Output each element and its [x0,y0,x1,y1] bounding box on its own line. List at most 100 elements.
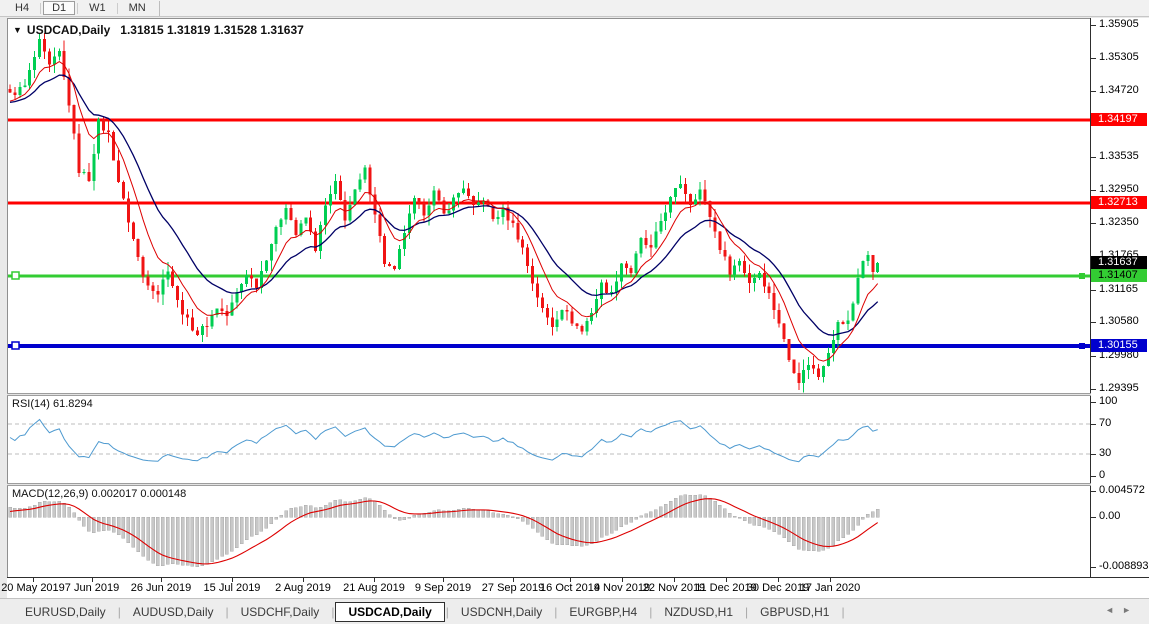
tab-eurgbp-h4[interactable]: EURGBP,H4 [569,604,638,619]
level-price-badge-support-blue: 1.30155 [1091,339,1147,353]
price-tick-1.32950-tick [1091,189,1096,191]
ma-slow-line [9,74,879,336]
date-tick [830,578,831,582]
level-price-badge-resistance-2: 1.32713 [1091,196,1147,210]
price-tick-1.32350-tick [1091,223,1096,225]
price-tick-1.31165-tick [1091,289,1096,291]
timeframe-button-d1[interactable]: D1 [43,1,76,15]
macd-signal-line [9,498,879,565]
tab-separator: | [331,604,335,619]
timeframe-button-h4[interactable]: H4 [15,2,30,14]
price-scale[interactable]: 1.359051.353051.347201.341351.335351.329… [1091,18,1149,577]
price-tick-1.35905-label: 1.35905 [1099,18,1139,30]
level-handle-left[interactable] [11,271,20,280]
toolbar-separator [116,2,118,14]
rsi-line [9,418,878,463]
level-price-badge-resistance-1: 1.34197 [1091,113,1147,127]
date-label: 26 Jun 2019 [130,582,192,594]
tab-separator: | [225,604,229,619]
candlesticks [8,33,880,393]
level-handle-right[interactable] [1079,273,1085,279]
date-label: 27 Sep 2019 [481,582,545,594]
price-tick-1.29395-tick [1091,388,1096,390]
price-scale-divider [1090,18,1091,577]
date-tick [443,578,444,582]
rsi-tick-100-tick [1091,402,1096,403]
symbol-label: USDCAD,Daily [26,23,111,37]
macd-tick-0.004572-label: 0.004572 [1099,484,1145,497]
rsi-tick-0-label: 0 [1099,469,1106,481]
rsi-tick-70-tick [1091,424,1096,426]
date-tick [161,578,162,582]
macd-tick--0.008893-label: -0.008893 [1099,559,1149,572]
date-label: 4 Nov 2019 [593,582,651,594]
macd-tick-0.00-tick [1091,517,1096,518]
date-tick [778,578,779,582]
price-tick-1.30580-label: 1.30580 [1099,315,1139,328]
macd-label: MACD(12,26,9) 0.002017 0.000148 [12,488,187,500]
price-tick-1.35905-tick [1091,24,1096,26]
tab-scroll-arrows: ◄► [1105,605,1139,615]
timeframe-button-w1[interactable]: W1 [89,2,106,14]
timeframe-toolbar: H4 D1 W1 MN [0,0,1149,17]
rsi-tick-100-label: 100 [1099,395,1118,407]
price-tick-1.34720-label: 1.34720 [1099,83,1139,96]
date-label: 30 Dec 2019 [746,582,810,594]
date-tick [303,578,304,582]
date-label: 20 May 2019 [1,582,65,594]
tab-scroll-right-icon[interactable]: ► [1122,605,1139,615]
tab-gbpusd-h1[interactable]: GBPUSD,H1 [760,604,830,619]
price-tick-1.32950-label: 1.32950 [1099,182,1139,195]
price-chart-canvas[interactable] [8,19,1090,393]
date-axis[interactable]: 20 May 2019 7 Jun 2019 26 Jun 2019 15 Jul 2… [1,578,1149,598]
tab-separator: | [554,604,558,619]
tab-audusd-daily[interactable]: AUDUSD,Daily [132,604,214,619]
date-label: 17 Jan 2020 [799,582,861,594]
macd-indicator-canvas[interactable] [8,486,1090,577]
rsi-tick-0-tick [1091,476,1096,477]
tab-nzdusd-h1[interactable]: NZDUSD,H1 [664,604,733,619]
tab-usdcnh-daily[interactable]: USDCNH,Daily [460,604,543,619]
ohlc-values: 1.31815 1.31819 1.31528 1.31637 [120,23,304,37]
toolbar-separator [40,2,42,14]
tab-scroll-left-icon[interactable]: ◄ [1105,605,1123,615]
rsi-label: RSI(14) 61.8294 [12,398,93,410]
date-label: 7 Jun 2019 [64,582,120,594]
tab-usdcad-daily[interactable]: USDCAD,Daily [335,601,445,622]
symbol-tab-bar: EURUSD,Daily | AUDUSD,Daily | USDCHF,Daily | U… [0,598,1149,624]
date-label: 9 Sep 2019 [414,582,472,594]
price-tick-1.33535-tick [1091,157,1096,159]
tab-eurusd-daily[interactable]: EURUSD,Daily [25,604,106,619]
tab-separator: | [445,604,449,619]
date-label: 21 Aug 2019 [343,582,405,594]
price-tick-1.34720-tick [1091,90,1096,92]
tab-usdchf-daily[interactable]: USDCHF,Daily [240,604,320,619]
panel-splitter-rsi[interactable] [7,393,1149,396]
tab-separator: | [117,604,121,619]
price-tick-1.35305-tick [1091,58,1096,60]
date-tick [570,578,571,582]
date-label: 16 Oct 2019 [540,582,600,594]
level-handle-left[interactable] [11,341,20,350]
toolbar-separator [158,0,160,16]
toolbar-separator [77,2,79,14]
panel-splitter-macd[interactable] [7,483,1149,486]
price-tick-1.31165-label: 1.31165 [1099,282,1138,295]
date-tick [374,578,375,582]
level-price-badge-support-green: 1.31407 [1091,269,1147,283]
price-tick-1.30580-tick [1091,322,1096,324]
date-tick [726,578,727,582]
rsi-indicator-canvas[interactable] [8,396,1090,483]
dropdown-arrow-icon: ▼ [13,25,22,35]
price-tick-1.29980-tick [1091,355,1096,357]
macd-tick-0.004572-tick [1091,491,1096,493]
date-label: 22 Nov 2019 [642,582,706,594]
macd-histogram [8,494,880,567]
date-label: 15 Jul 2019 [203,582,261,594]
symbol-ohlc-readout[interactable]: ▼ USDCAD,Daily 1.31815 1.31819 1.31528 1.3… [13,23,304,37]
timeframe-button-mn[interactable]: MN [128,2,146,14]
price-tick-1.32350-label: 1.32350 [1099,216,1139,229]
level-handle-right[interactable] [1079,343,1085,349]
tab-separator: | [745,604,749,619]
